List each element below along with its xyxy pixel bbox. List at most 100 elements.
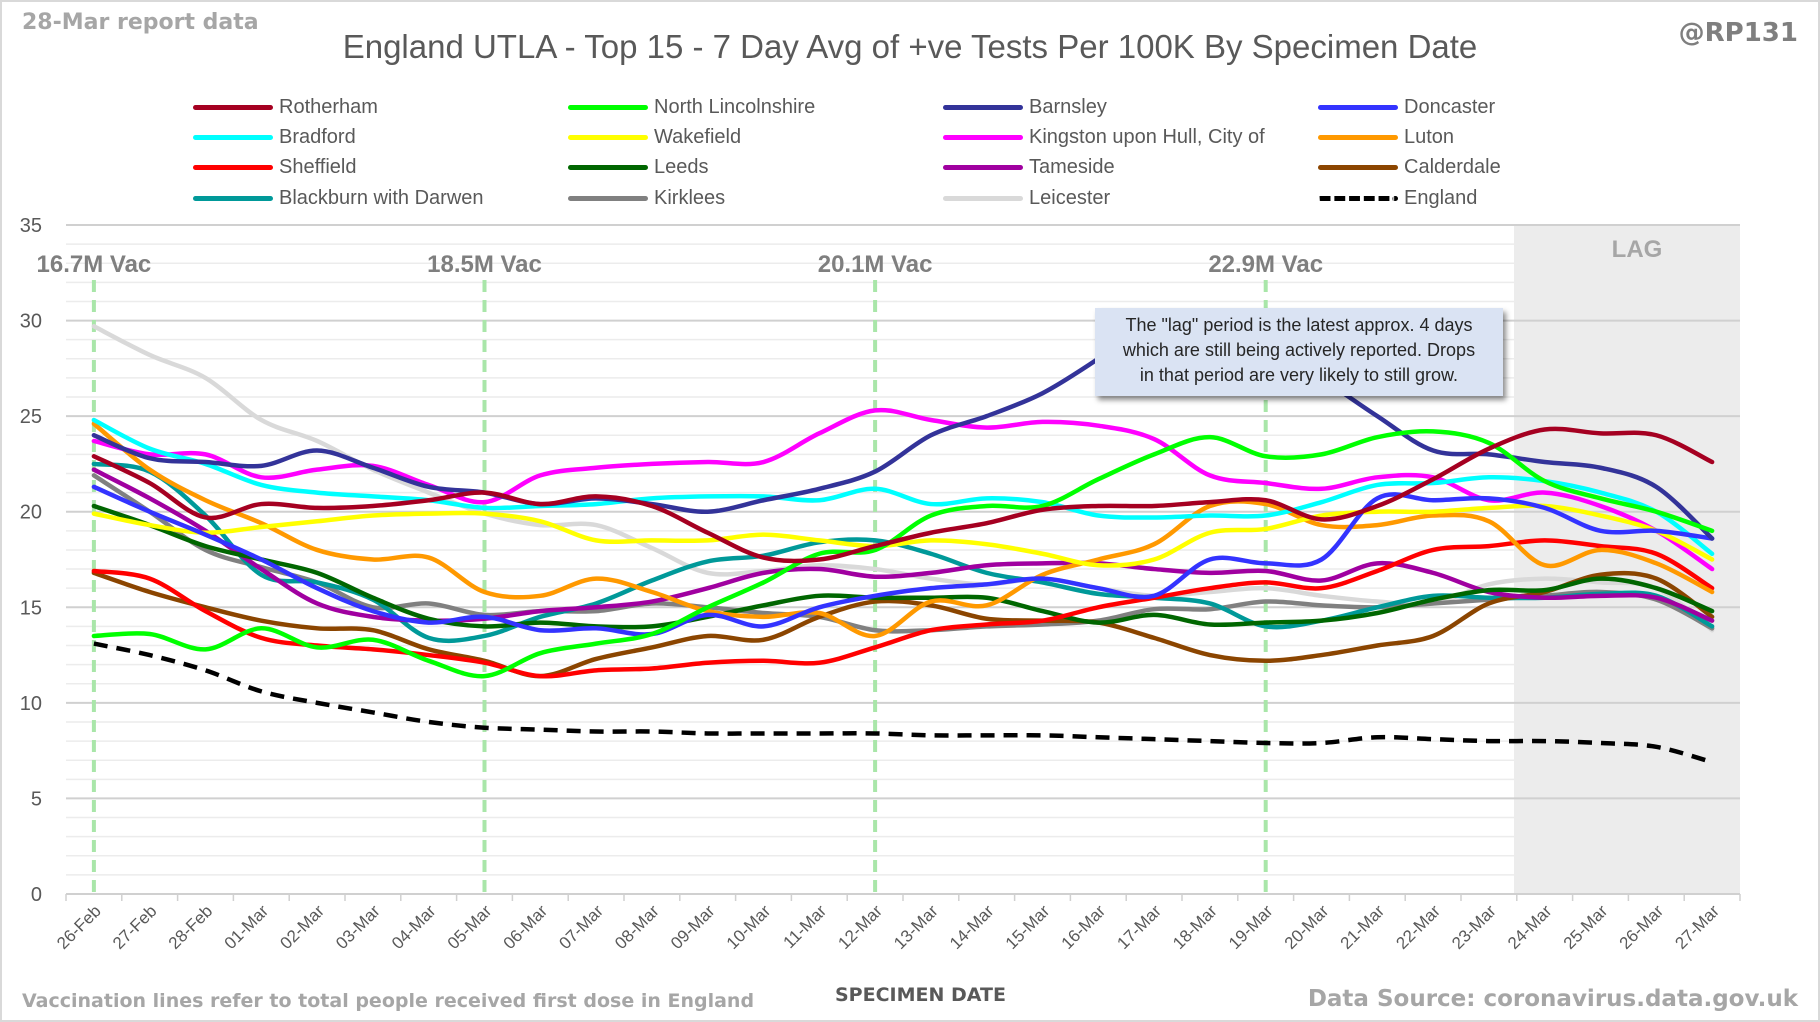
- annotation-line-1: The "lag" period is the latest approx. 4…: [1125, 315, 1473, 335]
- legend-swatch: [943, 164, 1023, 170]
- legend-item-blackburn-with-darwen: Blackburn with Darwen: [193, 185, 484, 211]
- series-line-kirklees: [91, 473, 1715, 634]
- data-source: Data Source: coronavirus.data.gov.uk: [1307, 986, 1798, 1012]
- series-line-rotherham: [91, 426, 1715, 564]
- y-tick-label: 35: [20, 215, 42, 237]
- legend-item-leicester: Leicester: [943, 185, 1110, 211]
- vaccination-label: 22.9M Vac: [1208, 251, 1323, 278]
- legend-item-doncaster: Doncaster: [1318, 94, 1495, 120]
- lag-annotation-box: The "lag" period is the latest approx. 4…: [1095, 308, 1503, 396]
- legend-label: Calderdale: [1404, 155, 1501, 178]
- legend-label: England: [1404, 186, 1478, 209]
- legend-label: Kingston upon Hull, City of: [1029, 125, 1265, 148]
- x-tick-label: 20-Mar: [1281, 901, 1333, 953]
- series-line-north-lincolnshire: [91, 428, 1715, 679]
- vaccination-label: 18.5M Vac: [427, 251, 542, 278]
- legend-swatch: [1318, 195, 1398, 201]
- legend-item-england: England: [1318, 185, 1477, 211]
- y-tick-label: 5: [31, 788, 42, 810]
- vaccination-label: 20.1M Vac: [818, 251, 933, 278]
- x-tick-label: 22-Mar: [1392, 901, 1444, 953]
- vaccination-label: 16.7M Vac: [37, 251, 152, 278]
- legend-swatch: [568, 164, 648, 170]
- legend-label: Barnsley: [1029, 95, 1107, 118]
- x-tick-label: 08-Mar: [611, 901, 663, 953]
- x-tick-label: 11-Mar: [780, 901, 831, 952]
- x-tick-label: 16-Mar: [1058, 901, 1110, 953]
- x-tick-label: 13-Mar: [890, 901, 942, 953]
- legend-label: Sheffield: [279, 155, 357, 178]
- series-line-doncaster: [91, 484, 1715, 637]
- legend-item-leeds: Leeds: [568, 154, 709, 180]
- x-tick-label: 18-Mar: [1169, 901, 1221, 953]
- legend-label: Rotherham: [279, 95, 378, 118]
- legend-swatch: [193, 134, 273, 140]
- legend-item-bradford: Bradford: [193, 124, 356, 150]
- legend-item-kingston-upon-hull-city-of: Kingston upon Hull, City of: [943, 124, 1265, 150]
- x-tick-label: 01-Mar: [221, 901, 273, 953]
- x-tick-label: 26-Feb: [53, 901, 105, 953]
- series-line-calderdale: [91, 570, 1715, 679]
- legend-swatch: [1318, 164, 1398, 170]
- x-tick-label: 21-Mar: [1337, 901, 1389, 953]
- legend-label: Kirklees: [654, 186, 726, 209]
- legend-swatch: [568, 195, 648, 201]
- x-tick-label: 27-Feb: [109, 901, 161, 953]
- legend-item-wakefield: Wakefield: [568, 124, 741, 150]
- lag-region: [1514, 225, 1740, 894]
- legend-label: Leeds: [654, 155, 709, 178]
- legend-label: Doncaster: [1404, 95, 1496, 118]
- series-line-barnsley: [91, 311, 1715, 541]
- series-line-sheffield: [91, 538, 1715, 679]
- vaccination-footnote: Vaccination lines refer to total people …: [22, 990, 755, 1012]
- x-tick-label: 06-Mar: [500, 901, 552, 953]
- legend-label: Luton: [1404, 125, 1455, 148]
- legend-swatch: [193, 104, 273, 110]
- x-tick-label: 09-Mar: [667, 901, 719, 953]
- legend-swatch: [193, 164, 273, 170]
- report-date-label: 28-Mar report data: [22, 10, 259, 35]
- series-line-wakefield: [91, 503, 1715, 568]
- x-tick-label: 03-Mar: [332, 901, 384, 953]
- legend-item-north-lincolnshire: North Lincolnshire: [568, 94, 815, 120]
- x-tick-label: 04-Mar: [388, 901, 440, 953]
- legend-label: Wakefield: [654, 125, 742, 148]
- lag-label: LAG: [1612, 236, 1663, 263]
- x-tick-label: 10-Mar: [723, 901, 775, 953]
- legend-item-sheffield: Sheffield: [193, 154, 356, 180]
- x-tick-label: 28-Feb: [165, 901, 217, 953]
- legend-swatch: [193, 195, 273, 201]
- x-tick-label: 23-Mar: [1448, 901, 1500, 953]
- legend-swatch: [943, 195, 1023, 201]
- legend-label: North Lincolnshire: [654, 95, 816, 118]
- series-line-bradford: [91, 417, 1715, 557]
- y-tick-label: 20: [20, 502, 42, 524]
- series-line-tameside: [91, 467, 1715, 623]
- x-tick-label: 19-Mar: [1225, 901, 1277, 953]
- annotation-line-3: in that period are very likely to still …: [1139, 365, 1459, 385]
- legend-item-kirklees: Kirklees: [568, 185, 725, 211]
- y-tick-label: 25: [20, 406, 42, 428]
- x-tick-label: 17-Mar: [1113, 901, 1165, 953]
- legend-label: Blackburn with Darwen: [279, 186, 484, 209]
- legend-swatch: [568, 134, 648, 140]
- legend-swatch: [943, 134, 1023, 140]
- legend-item-rotherham: Rotherham: [193, 94, 378, 120]
- chart-title: England UTLA - Top 15 - 7 Day Avg of +ve…: [342, 28, 1478, 65]
- y-tick-label: 30: [20, 311, 42, 333]
- x-tick-label: 26-Mar: [1616, 901, 1668, 953]
- y-tick-label: 0: [31, 884, 42, 906]
- x-axis-title: SPECIMEN DATE: [835, 984, 1006, 1006]
- x-tick-label: 15-Mar: [1002, 901, 1054, 953]
- legend-label: Bradford: [279, 125, 356, 148]
- x-tick-label: 12-Mar: [834, 901, 886, 953]
- legend-label: Leicester: [1029, 186, 1111, 209]
- series-line-leeds: [91, 503, 1715, 630]
- x-tick-label: 05-Mar: [444, 901, 496, 953]
- legend-swatch: [1318, 134, 1398, 140]
- legend-swatch: [1318, 104, 1398, 110]
- author-handle: @RP131: [1678, 18, 1798, 48]
- series-line-luton: [91, 421, 1715, 639]
- series-line-england: [93, 641, 1713, 765]
